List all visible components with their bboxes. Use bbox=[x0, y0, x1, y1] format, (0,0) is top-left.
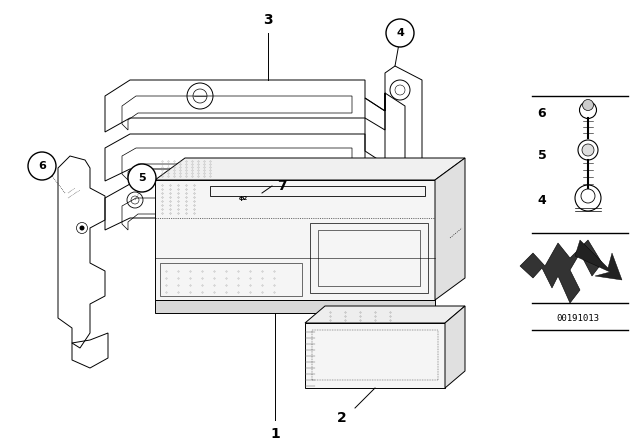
Polygon shape bbox=[155, 300, 435, 313]
Circle shape bbox=[386, 19, 414, 47]
Text: 1: 1 bbox=[270, 427, 280, 441]
Text: ф2: ф2 bbox=[239, 196, 248, 201]
Circle shape bbox=[128, 164, 156, 192]
Polygon shape bbox=[305, 306, 465, 323]
Text: 3: 3 bbox=[263, 13, 273, 27]
Text: 4: 4 bbox=[396, 28, 404, 38]
Text: 5: 5 bbox=[138, 173, 146, 183]
Text: 4: 4 bbox=[538, 194, 547, 207]
Circle shape bbox=[79, 225, 84, 231]
Polygon shape bbox=[435, 158, 465, 300]
Text: 5: 5 bbox=[538, 148, 547, 161]
Polygon shape bbox=[155, 158, 465, 180]
Circle shape bbox=[582, 99, 593, 111]
Text: 6: 6 bbox=[38, 161, 46, 171]
Polygon shape bbox=[305, 323, 445, 388]
Text: 7: 7 bbox=[277, 179, 287, 193]
Circle shape bbox=[582, 144, 594, 156]
Polygon shape bbox=[155, 180, 435, 300]
Text: 6: 6 bbox=[538, 107, 547, 120]
Polygon shape bbox=[520, 240, 602, 303]
Text: 2: 2 bbox=[337, 411, 347, 425]
Circle shape bbox=[28, 152, 56, 180]
Text: 00191013: 00191013 bbox=[557, 314, 600, 323]
Polygon shape bbox=[445, 306, 465, 388]
Polygon shape bbox=[575, 240, 622, 280]
